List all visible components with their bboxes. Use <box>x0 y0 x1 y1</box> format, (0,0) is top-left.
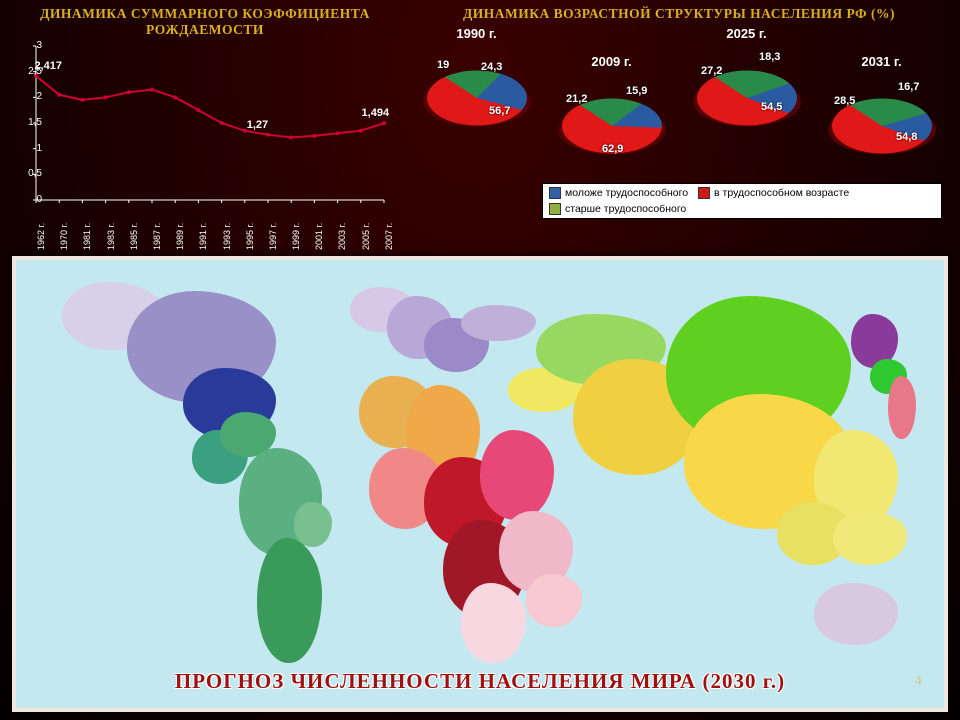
line-chart: 00,511,522,531962 г.1970 г.1981 г.1983 г… <box>10 40 400 250</box>
map-region <box>814 583 898 646</box>
x-tick-label: 1993 г. <box>222 216 232 250</box>
pie-value-label: 54,8 <box>896 131 917 143</box>
y-tick-label: 2 <box>36 91 42 102</box>
pie-value-label: 27,2 <box>701 65 722 77</box>
y-tick-label: 0,5 <box>28 168 42 179</box>
map-canvas <box>16 260 944 708</box>
legend-label: моложе трудоспособного <box>565 187 688 199</box>
legend-swatch <box>549 187 561 199</box>
pie-legend: моложе трудоспособного в трудоспособном в… <box>542 183 942 219</box>
x-tick-label: 1995 г. <box>245 216 255 250</box>
pie-chart: 16,7 54,8 28,5 <box>824 71 939 166</box>
y-tick-label: 1,5 <box>28 117 42 128</box>
x-tick-label: 1962 г. <box>36 216 46 250</box>
pie-value-label: 24,3 <box>481 61 502 73</box>
legend-swatch <box>549 203 561 215</box>
pie-panel: ДИНАМИКА ВОЗРАСТНОЙ СТРУКТУРЫ НАСЕЛЕНИЯ … <box>408 6 950 250</box>
x-tick-label: 1983 г. <box>106 216 116 250</box>
pie-value-label: 56,7 <box>489 105 510 117</box>
pie-value-label: 54,5 <box>761 101 782 113</box>
x-tick-label: 1997 г. <box>268 216 278 250</box>
line-callout: 1,27 <box>247 119 268 131</box>
map-region <box>526 574 582 628</box>
map-region <box>294 502 331 547</box>
pie-row: 1990 г. 24,3 56,7 19 2009 г. 15,9 62,9 21,2 2025… <box>408 24 950 183</box>
map-title: ПРОГНОЗ ЧИСЛЕННОСТИ НАСЕЛЕНИЯ МИРА (2030… <box>16 669 944 694</box>
map-frame: ПРОГНОЗ ЧИСЛЕННОСТИ НАСЕЛЕНИЯ МИРА (2030… <box>12 256 948 712</box>
legend-item: старше трудоспособного <box>549 203 686 215</box>
y-tick-label: 1 <box>36 143 42 154</box>
pie-section-title: ДИНАМИКА ВОЗРАСТНОЙ СТРУКТУРЫ НАСЕЛЕНИЯ … <box>408 6 950 22</box>
legend-label: старше трудоспособного <box>565 203 686 215</box>
line-chart-title: ДИНАМИКА СУММАРНОГО КОЭФФИЦИЕНТА РОЖДАЕМ… <box>10 6 400 38</box>
x-tick-label: 1989 г. <box>175 216 185 250</box>
line-chart-panel: ДИНАМИКА СУММАРНОГО КОЭФФИЦИЕНТА РОЖДАЕМ… <box>10 6 400 250</box>
slide-number: 4 <box>915 673 923 690</box>
map-region <box>461 583 526 664</box>
x-tick-label: 1991 г. <box>198 216 208 250</box>
x-tick-label: 1987 г. <box>152 216 162 250</box>
x-tick-label: 1970 г. <box>59 216 69 250</box>
map-region <box>461 305 535 341</box>
top-row: ДИНАМИКА СУММАРНОГО КОЭФФИЦИЕНТА РОЖДАЕМ… <box>0 0 960 250</box>
map-region <box>257 538 322 663</box>
pie-year: 2025 г. <box>726 26 766 41</box>
map-region <box>480 430 554 520</box>
pie-value-label: 62,9 <box>602 143 623 155</box>
pie-chart: 24,3 56,7 19 <box>419 43 534 138</box>
map-region <box>833 511 907 565</box>
pie-value-label: 16,7 <box>898 81 919 93</box>
x-tick-label: 1985 г. <box>129 216 139 250</box>
pie-year: 2031 г. <box>861 54 901 69</box>
pie-value-label: 18,3 <box>759 51 780 63</box>
x-tick-label: 1981 г. <box>82 216 92 250</box>
pie-year: 1990 г. <box>456 26 496 41</box>
legend-label: в трудоспособном возрасте <box>714 187 849 199</box>
pie-chart: 18,3 54,5 27,2 <box>689 43 804 138</box>
line-callout: 2,417 <box>34 60 62 72</box>
line-callout: 1,494 <box>362 107 390 119</box>
pie-chart: 15,9 62,9 21,2 <box>554 71 669 166</box>
x-tick-label: 2003 г. <box>337 216 347 250</box>
x-tick-label: 2001 г. <box>314 216 324 250</box>
x-tick-label: 2007 г. <box>384 216 394 250</box>
pie-column: 2025 г. 18,3 54,5 27,2 <box>682 26 811 181</box>
y-tick-label: 3 <box>36 40 42 51</box>
y-tick-label: 0 <box>36 194 42 205</box>
map-region <box>888 376 916 439</box>
legend-item: моложе трудоспособного <box>549 187 688 199</box>
pie-column: 2031 г. 16,7 54,8 28,5 <box>817 54 946 181</box>
legend-swatch <box>698 187 710 199</box>
pie-value-label: 15,9 <box>626 85 647 97</box>
x-tick-label: 1999 г. <box>291 216 301 250</box>
pie-value-label: 21,2 <box>566 93 587 105</box>
pie-column: 2009 г. 15,9 62,9 21,2 <box>547 54 676 181</box>
pie-value-label: 28,5 <box>834 95 855 107</box>
x-tick-label: 2005 г. <box>361 216 371 250</box>
legend-item: в трудоспособном возрасте <box>698 187 849 199</box>
pie-column: 1990 г. 24,3 56,7 19 <box>412 26 541 181</box>
pie-year: 2009 г. <box>591 54 631 69</box>
pie-value-label: 19 <box>437 59 449 71</box>
